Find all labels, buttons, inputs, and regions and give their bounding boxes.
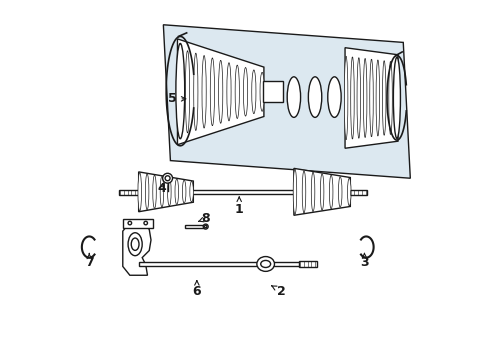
Ellipse shape <box>218 60 223 123</box>
Ellipse shape <box>327 77 341 117</box>
Ellipse shape <box>260 260 270 267</box>
Ellipse shape <box>226 63 231 121</box>
Ellipse shape <box>185 51 189 133</box>
Text: 8: 8 <box>198 212 209 225</box>
Polygon shape <box>177 39 264 145</box>
Bar <box>119 190 140 195</box>
Ellipse shape <box>235 65 239 118</box>
Ellipse shape <box>392 57 400 138</box>
Polygon shape <box>293 168 349 215</box>
Ellipse shape <box>347 178 350 206</box>
Ellipse shape <box>143 221 147 225</box>
Ellipse shape <box>182 180 185 203</box>
Text: 7: 7 <box>85 253 93 269</box>
Ellipse shape <box>338 177 341 207</box>
Ellipse shape <box>329 175 332 209</box>
Ellipse shape <box>320 174 323 210</box>
Ellipse shape <box>131 238 139 251</box>
Ellipse shape <box>293 169 296 215</box>
Bar <box>184 225 205 228</box>
Text: 2: 2 <box>271 285 285 298</box>
Text: 6: 6 <box>192 281 201 298</box>
Ellipse shape <box>193 53 198 130</box>
Ellipse shape <box>160 176 163 207</box>
Text: 1: 1 <box>234 197 243 216</box>
Ellipse shape <box>363 58 366 138</box>
Ellipse shape <box>138 172 141 211</box>
Bar <box>263 81 282 102</box>
Polygon shape <box>122 219 152 228</box>
Text: 3: 3 <box>359 253 368 269</box>
Bar <box>139 262 300 266</box>
Ellipse shape <box>382 60 385 135</box>
Ellipse shape <box>128 221 131 225</box>
Bar <box>299 261 316 267</box>
Ellipse shape <box>350 57 353 139</box>
Ellipse shape <box>394 62 398 134</box>
Polygon shape <box>163 25 409 178</box>
Ellipse shape <box>375 60 379 136</box>
Ellipse shape <box>302 171 305 213</box>
Ellipse shape <box>163 173 172 183</box>
Ellipse shape <box>177 48 181 135</box>
Ellipse shape <box>286 77 300 117</box>
Ellipse shape <box>145 174 148 210</box>
Ellipse shape <box>203 224 208 229</box>
Polygon shape <box>345 48 397 148</box>
Ellipse shape <box>369 59 372 137</box>
Text: 4: 4 <box>157 182 165 195</box>
Ellipse shape <box>167 177 171 206</box>
Ellipse shape <box>388 62 391 135</box>
Ellipse shape <box>210 58 214 126</box>
Ellipse shape <box>260 72 264 111</box>
Polygon shape <box>122 222 151 275</box>
Ellipse shape <box>204 225 206 228</box>
Ellipse shape <box>256 257 274 271</box>
Ellipse shape <box>356 58 360 138</box>
Bar <box>191 190 295 194</box>
Text: 5: 5 <box>167 93 185 105</box>
Ellipse shape <box>189 181 193 202</box>
Ellipse shape <box>128 233 142 256</box>
Ellipse shape <box>202 55 206 128</box>
Ellipse shape <box>308 77 321 117</box>
Ellipse shape <box>311 172 314 212</box>
Ellipse shape <box>165 176 170 181</box>
Polygon shape <box>139 172 193 212</box>
Ellipse shape <box>243 68 247 116</box>
Ellipse shape <box>152 175 156 208</box>
Ellipse shape <box>176 44 184 139</box>
Ellipse shape <box>344 56 347 140</box>
Bar <box>349 190 366 195</box>
Ellipse shape <box>175 179 178 204</box>
Ellipse shape <box>251 70 255 114</box>
